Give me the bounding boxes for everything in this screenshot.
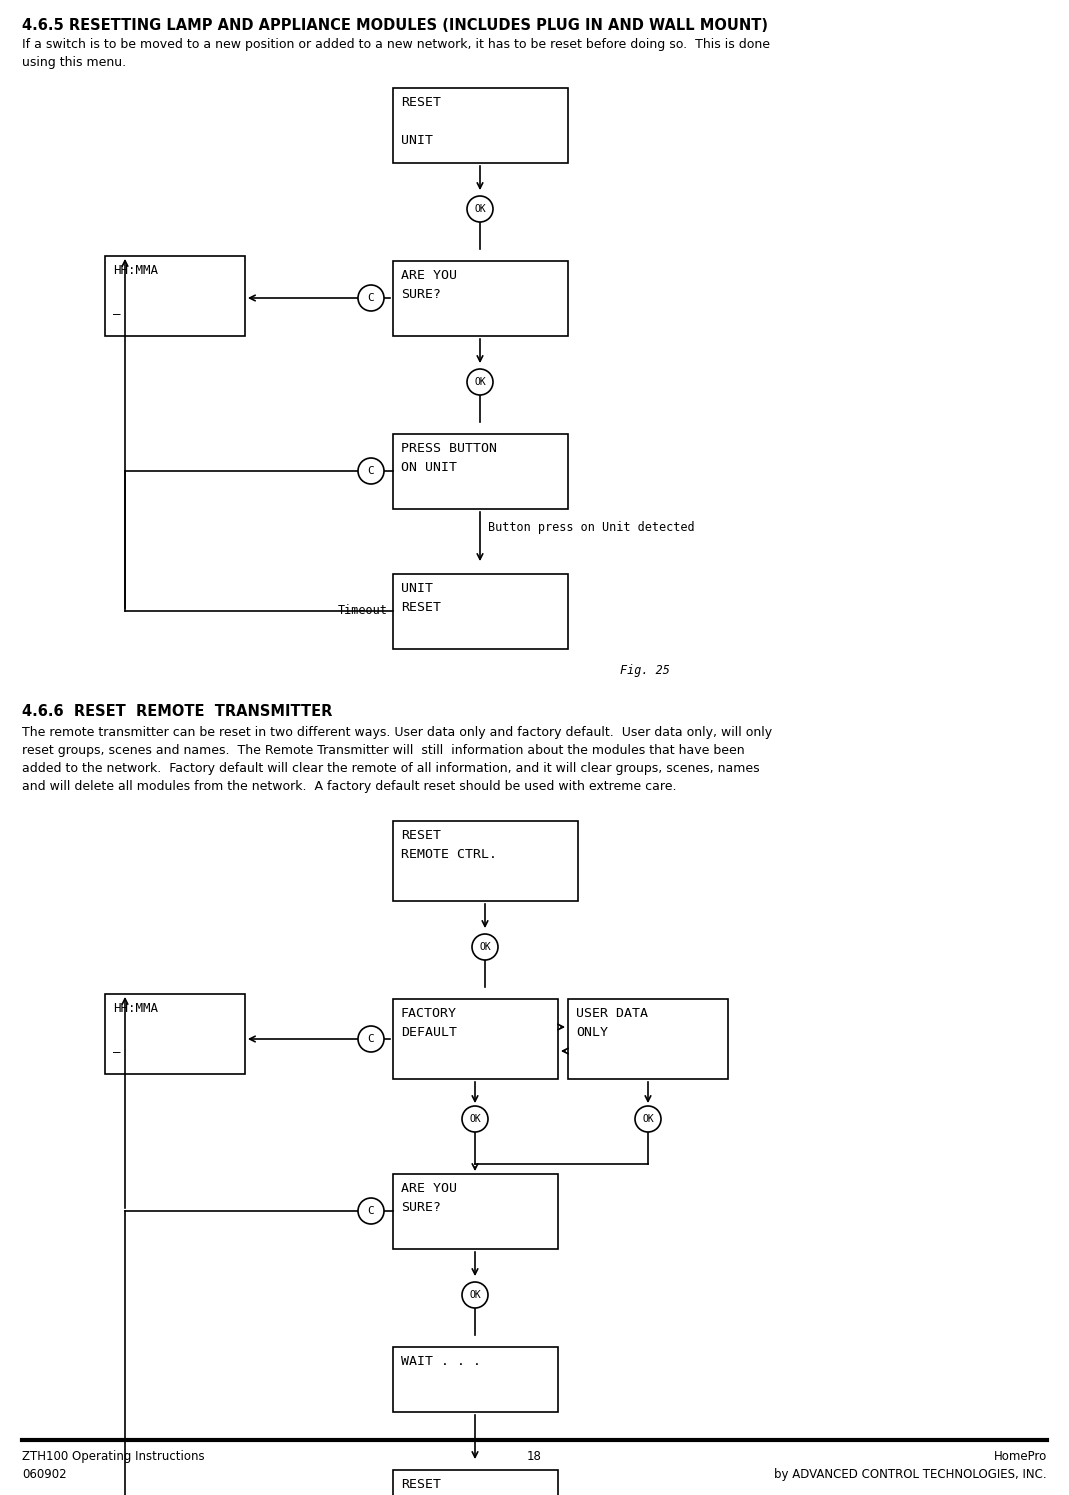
Text: ARE YOU
SURE?: ARE YOU SURE? — [401, 269, 458, 300]
Text: HH:MMA

_: HH:MMA _ — [113, 1002, 158, 1052]
Circle shape — [467, 196, 493, 221]
Circle shape — [472, 934, 498, 960]
Bar — [568, 999, 728, 1079]
Text: FACTORY
DEFAULT: FACTORY DEFAULT — [401, 1008, 458, 1039]
Bar — [393, 821, 578, 901]
Circle shape — [462, 1106, 489, 1132]
Text: OK: OK — [642, 1114, 654, 1124]
Circle shape — [467, 369, 493, 395]
Text: OK: OK — [479, 942, 491, 952]
Text: 4.6.5 RESETTING LAMP AND APPLIANCE MODULES (INCLUDES PLUG IN AND WALL MOUNT): 4.6.5 RESETTING LAMP AND APPLIANCE MODUL… — [22, 18, 768, 33]
Text: PRESS BUTTON
ON UNIT: PRESS BUTTON ON UNIT — [401, 443, 497, 474]
Bar — [393, 1174, 558, 1248]
Text: C: C — [368, 1035, 374, 1044]
Text: UNIT
RESET: UNIT RESET — [401, 582, 441, 614]
Text: RESET
COMPLETED: RESET COMPLETED — [401, 1479, 472, 1495]
Text: C: C — [368, 1206, 374, 1215]
Text: OK: OK — [469, 1114, 481, 1124]
Text: Button press on Unit detected: Button press on Unit detected — [489, 520, 695, 534]
Bar — [393, 434, 568, 508]
Text: ZTH100 Operating Instructions: ZTH100 Operating Instructions — [22, 1450, 204, 1464]
Text: The remote transmitter can be reset in two different ways. User data only and fa: The remote transmitter can be reset in t… — [22, 727, 772, 792]
Bar — [393, 999, 558, 1079]
Text: ARE YOU
SURE?: ARE YOU SURE? — [401, 1183, 458, 1214]
Text: WAIT . . .: WAIT . . . — [401, 1354, 481, 1368]
Text: OK: OK — [475, 377, 486, 387]
Bar — [393, 88, 568, 163]
Text: HomePro: HomePro — [994, 1450, 1047, 1464]
Bar — [393, 574, 568, 649]
Bar — [393, 1470, 558, 1495]
Text: OK: OK — [475, 203, 486, 214]
Text: C: C — [368, 466, 374, 475]
Circle shape — [635, 1106, 661, 1132]
Text: HH:MMA

_: HH:MMA _ — [113, 265, 158, 315]
Circle shape — [358, 286, 384, 311]
Text: OK: OK — [469, 1290, 481, 1301]
Circle shape — [358, 457, 384, 484]
Bar — [105, 256, 245, 336]
Text: 18: 18 — [527, 1450, 542, 1464]
Bar — [393, 262, 568, 336]
Bar — [105, 994, 245, 1073]
Text: If a switch is to be moved to a new position or added to a new network, it has t: If a switch is to be moved to a new posi… — [22, 37, 770, 69]
Text: 4.6.6  RESET  REMOTE  TRANSMITTER: 4.6.6 RESET REMOTE TRANSMITTER — [22, 704, 332, 719]
Text: RESET
REMOTE CTRL.: RESET REMOTE CTRL. — [401, 830, 497, 861]
Bar — [393, 1347, 558, 1411]
Text: USER DATA
ONLY: USER DATA ONLY — [576, 1008, 648, 1039]
Circle shape — [462, 1283, 489, 1308]
Text: Fig. 25: Fig. 25 — [620, 664, 670, 677]
Circle shape — [358, 1026, 384, 1052]
Text: by ADVANCED CONTROL TECHNOLOGIES, INC.: by ADVANCED CONTROL TECHNOLOGIES, INC. — [774, 1468, 1047, 1482]
Text: RESET

UNIT: RESET UNIT — [401, 96, 441, 147]
Text: 060902: 060902 — [22, 1468, 66, 1482]
Text: Timeout: Timeout — [338, 604, 388, 617]
Text: C: C — [368, 293, 374, 303]
Circle shape — [358, 1197, 384, 1224]
